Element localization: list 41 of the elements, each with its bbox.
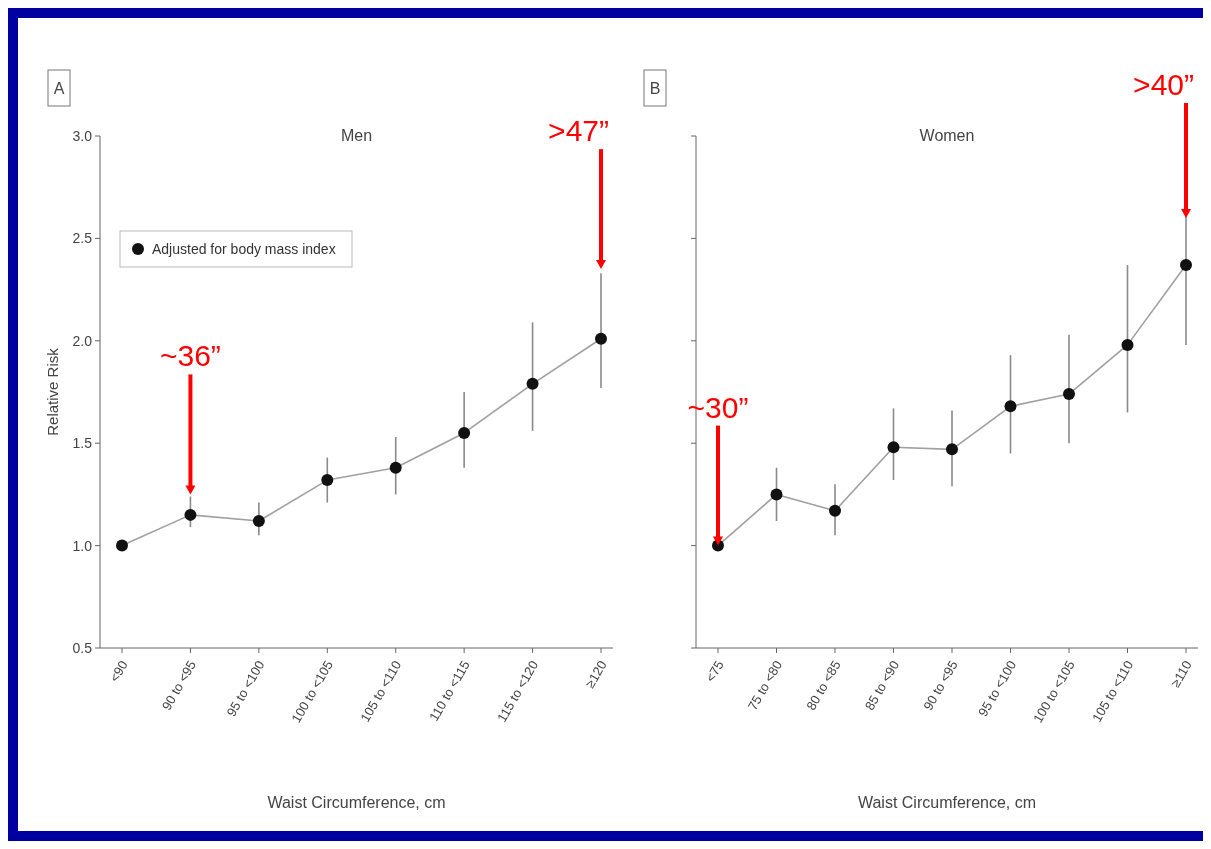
point (595, 332, 607, 345)
x-axis-title: Waist Circumference, cm (267, 794, 446, 811)
annotation: ~36” (159, 339, 221, 373)
point (321, 474, 334, 487)
x-tick-label: 90 to <95 (158, 658, 200, 713)
point (116, 539, 128, 552)
point (184, 508, 197, 521)
y-tick-label: 2.5 (72, 230, 93, 247)
annotation: >47” (548, 114, 609, 148)
x-axis-title: Waist Circumference, cm (857, 794, 1037, 811)
x-tick-label: 80 to <85 (803, 658, 844, 713)
annotation: ~30” (687, 390, 749, 424)
y-axis-title: Relative Risk (44, 347, 61, 436)
x-tick-label: <75 (702, 658, 727, 685)
x-tick-label: 90 to <95 (920, 658, 961, 713)
x-tick-label: <90 (106, 658, 131, 685)
point (1180, 259, 1192, 272)
y-tick-label: 2.0 (72, 332, 93, 349)
point (829, 504, 841, 517)
y-tick-label: 0.5 (72, 639, 93, 656)
point (946, 443, 958, 456)
point (887, 441, 900, 454)
x-tick-label: 85 to <90 (861, 658, 903, 713)
point (458, 426, 471, 439)
y-tick-label: 1.5 (72, 435, 93, 452)
text: A (53, 79, 65, 97)
chart-title: Women (919, 127, 975, 144)
point (252, 515, 265, 528)
y-tick-label: 3.0 (72, 127, 93, 144)
point (1063, 388, 1075, 401)
point (389, 461, 402, 474)
annotation: >40” (1133, 68, 1194, 101)
chart-title: Men (340, 127, 373, 144)
text: B (649, 79, 661, 97)
point (1004, 400, 1017, 413)
y-tick-label: 1.0 (72, 537, 93, 554)
point (526, 377, 539, 390)
point (770, 488, 783, 501)
x-tick-label: 75 to <80 (744, 658, 786, 713)
point (1121, 338, 1134, 351)
legend-label: Adjusted for body mass index (152, 240, 336, 257)
